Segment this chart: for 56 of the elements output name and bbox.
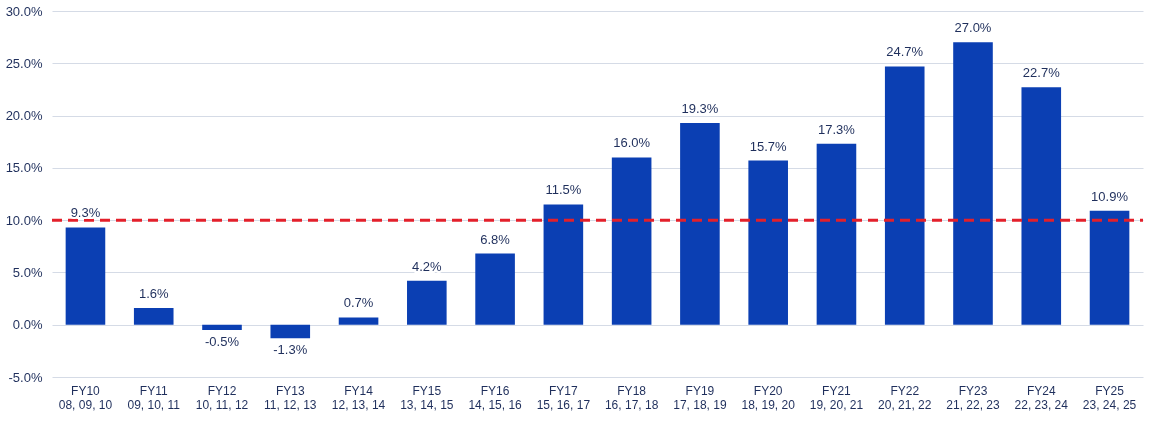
- bar: [475, 253, 515, 325]
- data-label: 11.5%: [545, 182, 582, 198]
- bar: [748, 160, 788, 325]
- bar: [338, 317, 379, 325]
- bar: [884, 66, 925, 325]
- bar: [1089, 210, 1130, 325]
- x-tick-label: FY24 22, 23, 24: [1014, 383, 1069, 412]
- y-tick-label: -5.0%: [8, 369, 43, 385]
- x-tick-label: FY19 17, 18, 19: [673, 383, 727, 412]
- x-tick-label: FY14 12, 13, 14: [331, 383, 386, 412]
- y-tick-label: 30.0%: [5, 3, 43, 19]
- x-tick-label: FY10 08, 09, 10: [58, 383, 113, 412]
- data-label: 4.2%: [412, 258, 443, 274]
- data-label: 27.0%: [954, 20, 992, 36]
- y-tick-label: 5.0%: [12, 264, 43, 280]
- data-label: 15.7%: [749, 138, 788, 154]
- x-tick-label: FY13 11, 12, 13: [264, 383, 317, 412]
- x-tick-label: FY12 10, 11, 12: [195, 383, 249, 412]
- data-label: 16.0%: [613, 135, 651, 151]
- y-tick-label: 25.0%: [5, 55, 43, 71]
- y-tick-label: 0.0%: [12, 317, 43, 333]
- bar: [1021, 87, 1062, 325]
- data-label: 1.6%: [138, 285, 169, 301]
- data-label: 22.7%: [1022, 65, 1061, 81]
- x-tick-label: FY21 19, 20, 21: [809, 383, 864, 412]
- x-tick-label: FY16 14, 15, 16: [468, 383, 523, 412]
- data-label: 17.3%: [818, 121, 856, 137]
- y-tick-label: 10.0%: [5, 212, 43, 228]
- x-tick-label: FY20 18, 19, 20: [741, 383, 796, 412]
- data-label: 10.9%: [1091, 188, 1129, 204]
- bar: [611, 157, 652, 325]
- bar: [953, 42, 993, 325]
- x-tick-label: FY15 13, 14, 15: [400, 383, 454, 412]
- data-label: 24.7%: [886, 44, 924, 60]
- bar: [407, 280, 447, 325]
- x-tick-label: FY18 16, 17, 18: [604, 383, 659, 412]
- bar: [680, 122, 720, 325]
- bar: [202, 324, 242, 330]
- bar: [816, 143, 857, 325]
- y-tick-label: 15.0%: [5, 160, 43, 176]
- data-label: 9.3%: [70, 205, 101, 221]
- x-tick-label: FY23 21, 22, 23: [946, 383, 1001, 412]
- bar: [133, 307, 174, 325]
- data-label: 6.8%: [480, 231, 511, 247]
- x-tick-label: FY22 20, 21, 22: [878, 383, 932, 412]
- x-tick-label: FY17 15, 16, 17: [536, 383, 591, 412]
- bar: [270, 324, 311, 339]
- data-label: 0.7%: [343, 295, 374, 311]
- y-tick-label: 20.0%: [5, 108, 43, 124]
- data-label: -0.5%: [205, 333, 240, 349]
- x-tick-label: FY25 23, 24, 25: [1082, 383, 1137, 412]
- x-tick-label: FY11 09, 10, 11: [127, 383, 181, 412]
- data-label: -1.3%: [273, 342, 308, 358]
- bar: [543, 204, 584, 325]
- data-label: 19.3%: [681, 100, 719, 116]
- bar: [65, 227, 106, 325]
